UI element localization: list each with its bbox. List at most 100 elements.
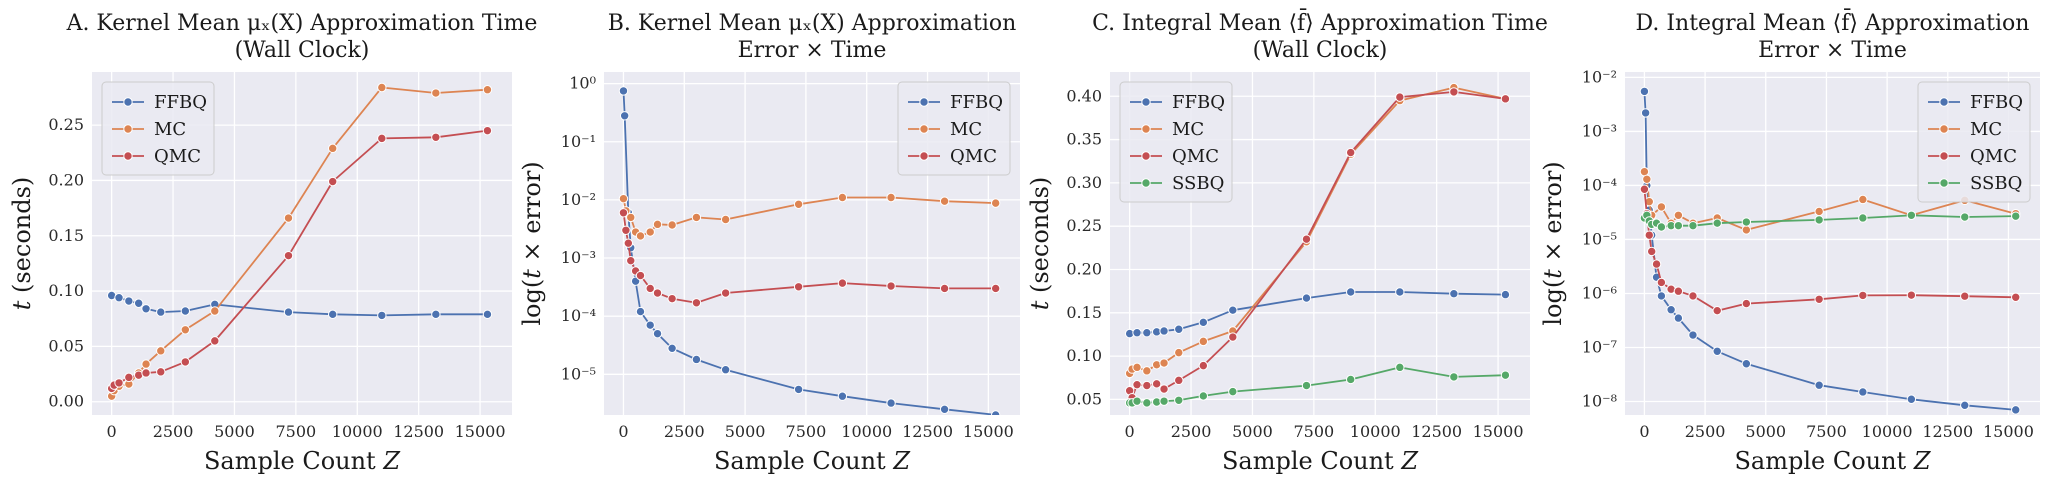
y-tick-label: 10⁻⁸ [1582, 391, 1617, 410]
data-point [210, 306, 220, 316]
chart-title-line: Error × Time [1758, 38, 1907, 63]
y-tick-label: 10⁰ [569, 74, 596, 93]
legend-label: MC [1172, 119, 1204, 140]
data-point [1151, 379, 1162, 389]
data-point [1228, 305, 1238, 315]
y-axis-label: log(t × error) [518, 161, 546, 325]
legend-swatch-marker [919, 97, 929, 107]
x-tick-label: 2500 [1685, 422, 1726, 441]
chart-title-line: B. Kernel Mean μₓ(X) Approximation [608, 11, 1017, 36]
data-point [886, 398, 896, 408]
data-point [1673, 313, 1684, 323]
x-tick-label: 0 [1639, 422, 1649, 441]
data-point [1712, 218, 1722, 228]
data-point [793, 282, 804, 292]
data-point [210, 336, 220, 346]
legend: FFBQ MC QMC SSBQ [1917, 81, 2031, 203]
y-tick-label: 0.20 [1066, 259, 1102, 278]
data-point [283, 213, 294, 223]
legend-swatch-marker [123, 151, 133, 161]
data-point [1639, 86, 1650, 97]
data-point [1198, 391, 1209, 401]
legend-label: QMC [154, 146, 201, 167]
data-point [720, 288, 731, 298]
data-point [837, 391, 848, 401]
data-point [626, 212, 636, 223]
data-point [1301, 380, 1312, 391]
y-tick-label: 0.30 [1066, 173, 1102, 192]
chart-title-line: Error × Time [738, 38, 887, 63]
legend-label: QMC [1172, 146, 1219, 167]
x-tick-label: 12500 [1411, 422, 1462, 441]
series-qmc [1639, 184, 2021, 316]
data-point [1142, 366, 1152, 376]
data-point [1656, 202, 1667, 212]
x-tick-label: 7500 [1806, 422, 1847, 441]
chart-title-line: (Wall Clock) [235, 38, 370, 63]
data-point [652, 219, 663, 230]
chart-title-line: (Wall Clock) [1253, 38, 1388, 63]
data-point [1142, 380, 1152, 391]
data-point [328, 309, 338, 320]
data-point [837, 192, 848, 203]
data-point [1449, 372, 1459, 382]
data-point [1132, 328, 1142, 338]
data-point [141, 359, 151, 369]
data-point [1814, 206, 1824, 217]
x-tick-label: 15000 [1983, 422, 2034, 441]
data-point [645, 227, 655, 237]
y-tick-label: 10⁻⁷ [1582, 337, 1617, 356]
data-point [1395, 287, 1405, 297]
data-point [793, 199, 804, 210]
series-ffbq [106, 290, 493, 321]
y-tick-label: 0.25 [1066, 216, 1102, 235]
y-axis-label: t (seconds) [8, 177, 36, 311]
x-tick-label: 0 [107, 422, 117, 441]
data-point [1640, 108, 1651, 118]
data-point [114, 378, 124, 388]
data-point [124, 372, 134, 383]
data-point [1639, 184, 1650, 194]
data-point [1174, 375, 1184, 386]
data-point [1858, 194, 1868, 205]
y-tick-label: 0.40 [1066, 86, 1102, 105]
legend-swatch-marker [123, 124, 133, 134]
x-tick-label: 10000 [841, 422, 892, 441]
legend-swatch-marker [1939, 124, 1949, 134]
data-point [720, 365, 731, 375]
legend-box [1119, 81, 1233, 203]
data-point [635, 270, 646, 281]
data-point [1666, 305, 1676, 315]
data-point [141, 368, 151, 378]
data-point [691, 212, 702, 223]
x-tick-label: 0 [1125, 422, 1135, 441]
data-point [618, 208, 629, 218]
legend-label: QMC [1970, 146, 2017, 167]
data-point [156, 307, 166, 317]
data-point [482, 309, 493, 320]
data-point [990, 410, 1001, 415]
series-line [1643, 189, 2016, 312]
data-point [431, 88, 441, 98]
data-point [1174, 347, 1184, 358]
data-point [626, 255, 636, 266]
data-point [1639, 166, 1650, 177]
chart-panel-d: 0 2500 5000 7500 10000 12500 15000 10⁻⁸ 10⁻⁷ 10⁻⁶… [1539, 8, 2040, 475]
data-point [1346, 287, 1356, 297]
data-point [124, 296, 134, 306]
legend-swatch-marker [919, 124, 929, 134]
data-point [1346, 147, 1356, 158]
data-point [619, 111, 630, 121]
data-point [1198, 317, 1209, 328]
data-point [645, 283, 655, 294]
data-point [1159, 396, 1169, 406]
y-tick-label: 10⁻⁴ [1582, 175, 1617, 194]
series-ssbq [1124, 362, 1511, 408]
data-point [1858, 290, 1868, 301]
data-point [1395, 92, 1405, 102]
series-qmc [106, 125, 493, 394]
data-point [1142, 398, 1152, 408]
data-point [1688, 330, 1698, 340]
data-point [1960, 212, 1970, 222]
series-qmc [1124, 87, 1511, 403]
